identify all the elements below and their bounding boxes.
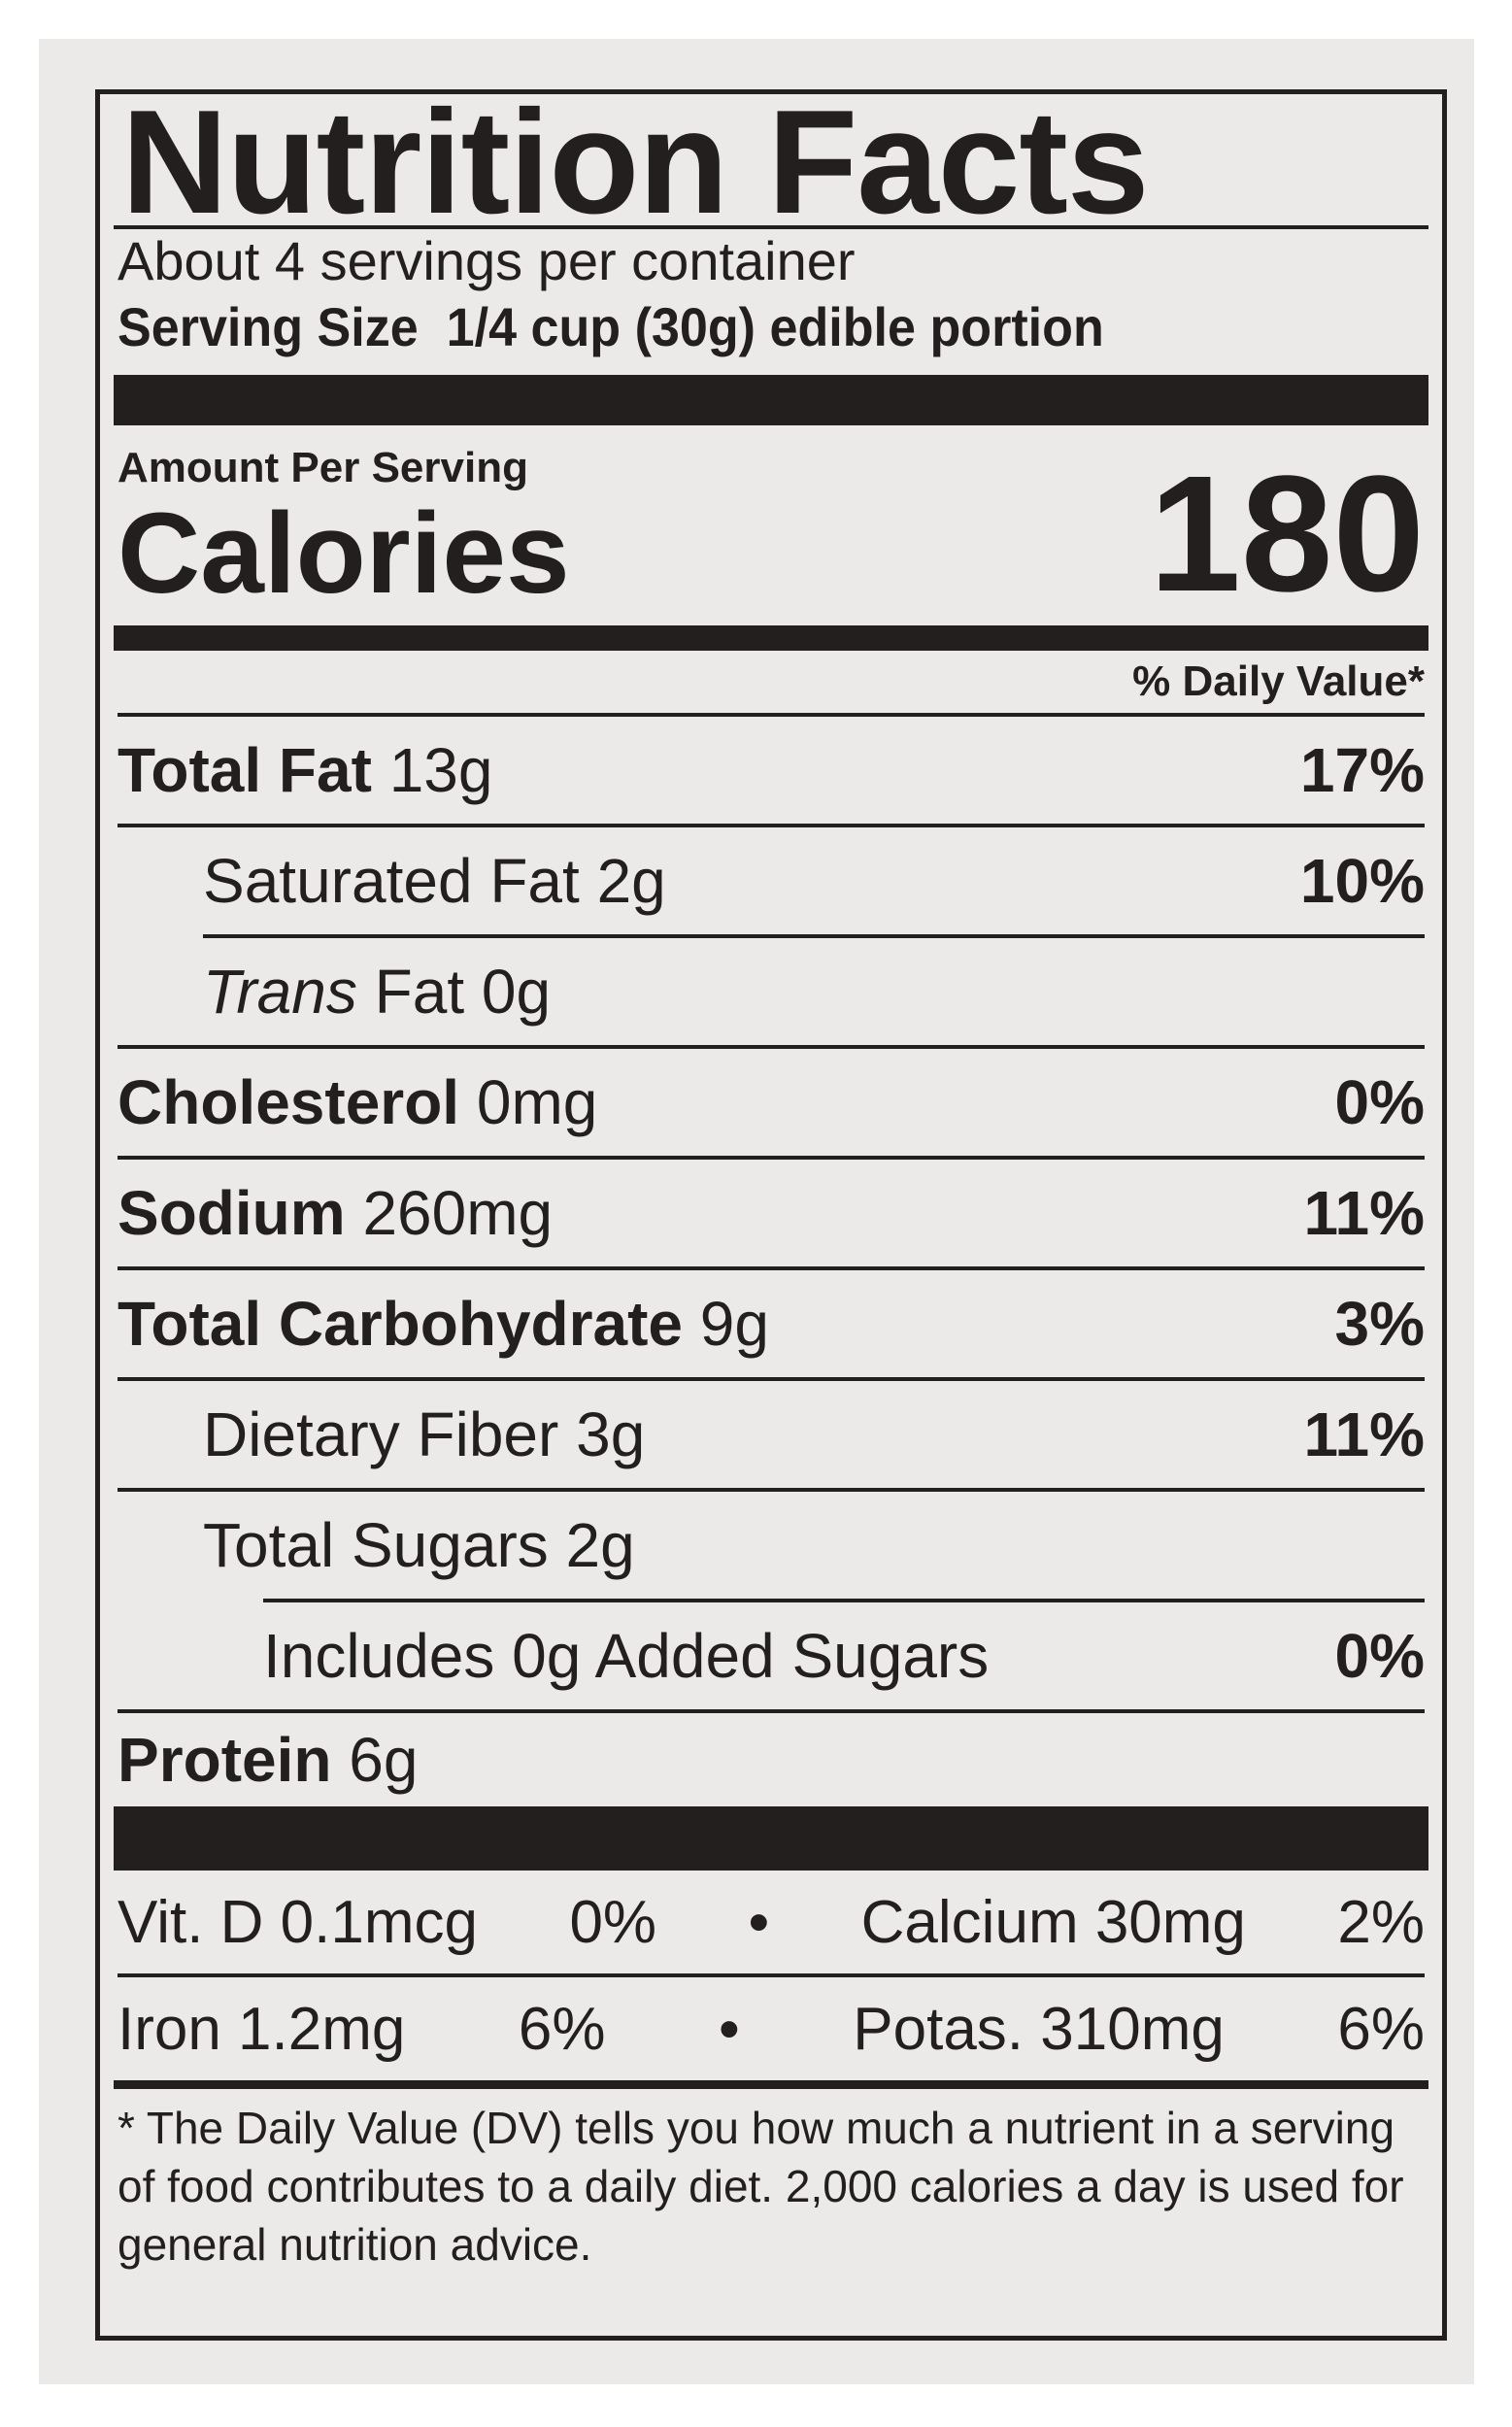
nutrient-amount: 0mg [476,1067,598,1137]
calcium-dv: 2% [1337,1888,1425,1956]
potassium-dv: 6% [1337,1995,1425,2063]
nutrient-name: Total Sugars [203,1510,549,1580]
nutrient-amount: Fat 0g [374,957,552,1027]
label-background [39,39,1474,2384]
servings-per-container: About 4 servings per container [118,230,856,291]
nutrient-name: Saturated Fat [203,846,580,916]
divider [118,1488,1425,1492]
nutrient-name: Cholesterol [118,1067,460,1137]
calories-row: Amount Per Serving Calories 180 [118,441,1425,626]
serving-size-value: 1/4 cup (30g) edible portion [446,296,1104,357]
nutrient-row-added-sugars: Includes 0g Added Sugars 0% [118,1602,1425,1709]
nutrient-row-total-fat: Total Fat 13g 17% [118,717,1425,824]
calcium: Calcium 30mg [860,1888,1246,1956]
nutrient-dv: 0% [1334,1067,1426,1137]
amount-per-serving: Amount Per Serving [118,444,528,491]
nutrient-row-cholesterol: Cholesterol 0mg 0% [118,1049,1425,1156]
vitamin-row: Vit. D 0.1mcg 0% • Calcium 30mg 2% [118,1871,1425,1973]
divider [118,1973,1425,1977]
nutrient-amount: 9g [699,1289,769,1359]
nutrient-row-sodium: Sodium 260mg 11% [118,1160,1425,1266]
nutrient-name: Total Carbohydrate [118,1289,683,1359]
nutrient-row-total-carbohydrate: Total Carbohydrate 9g 3% [118,1270,1425,1377]
label-title: Nutrition Facts [121,80,1149,245]
medium-divider [114,625,1428,651]
nutrient-dv: 0% [1334,1621,1426,1691]
nutrient-name: Protein [118,1725,332,1795]
nutrient-amount: 2g [565,1510,635,1580]
divider [263,1599,1425,1602]
divider [203,934,1425,938]
nutrient-amount: 3g [576,1399,646,1469]
thick-divider [114,375,1428,425]
nutrient-name: Total Fat [118,735,372,805]
calories-value: 180 [1149,442,1425,626]
calories-left: Amount Per Serving Calories [118,441,570,612]
nutrient-row-protein: Protein 6g [118,1713,1425,1806]
serving-size: Serving Size 1/4 cup (30g) edible portio… [118,293,1333,361]
serving-size-label: Serving Size [118,296,419,357]
divider [118,1045,1425,1049]
nutrient-row-saturated-fat: Saturated Fat 2g 10% [118,827,1425,934]
thick-divider [114,1806,1428,1871]
nutrition-facts-label: Nutrition Facts About 4 servings per con… [95,80,1447,2341]
nutrient-dv: 11% [1303,1399,1425,1469]
nutrient-name: Sodium [118,1178,346,1248]
nutrient-amount: 260mg [362,1178,554,1248]
medium-divider [114,2080,1428,2089]
nutrient-dv: 17% [1299,735,1425,805]
nutrient-row-total-sugars: Total Sugars 2g [118,1492,1425,1599]
nutrient-amount: 2g [596,846,666,916]
nutrient-dv: 11% [1303,1178,1425,1248]
potassium: Potas. 310mg [853,1995,1225,2063]
divider [114,225,1428,229]
vitamin-d-dv: 0% [569,1888,657,1956]
divider [118,824,1425,827]
footnote: * The Daily Value (DV) tells you how muc… [118,2103,1404,2270]
iron-dv: 6% [518,1995,606,2063]
nutrient-dv: 10% [1299,846,1425,916]
mineral-row: Iron 1.2mg 6% • Potas. 310mg 6% [118,1977,1425,2080]
nutrient-amount: 6g [349,1725,419,1795]
bullet: • [719,1995,740,2063]
vitamin-d: Vit. D 0.1mcg [118,1888,479,1956]
divider [118,1709,1425,1713]
nutrient-row-dietary-fiber: Dietary Fiber 3g 11% [118,1381,1425,1488]
divider [118,1266,1425,1270]
nutrient-name: Dietary Fiber [203,1399,559,1469]
divider [118,1377,1425,1381]
nutrient-amount: 13g [388,735,493,805]
divider [118,713,1425,717]
daily-value-header: % Daily Value* [1132,657,1425,705]
bullet: • [748,1888,770,1956]
nutrient-row-trans-fat: Trans Fat 0g [118,938,1425,1045]
nutrient-name: Includes 0g Added Sugars [263,1621,990,1691]
calories-label: Calories [118,489,570,618]
divider [118,1156,1425,1160]
iron: Iron 1.2mg [118,1995,406,2063]
nutrient-name: Trans [203,957,357,1027]
nutrient-dv: 3% [1334,1289,1426,1359]
